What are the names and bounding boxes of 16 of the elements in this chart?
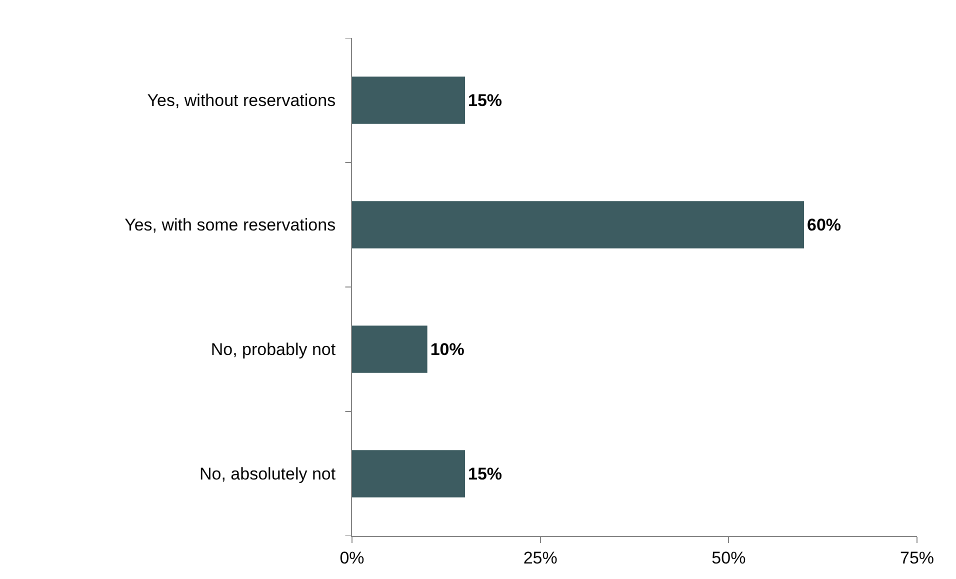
bar: [352, 326, 428, 373]
bar: [352, 76, 465, 124]
bar: [352, 450, 465, 498]
x-tick-label: 75%: [900, 548, 934, 568]
y-tick-label: No, absolutely not: [200, 464, 336, 484]
y-tick-label: Yes, without reservations: [147, 91, 336, 110]
data-label: 60%: [807, 215, 842, 234]
x-tick-label: 0%: [340, 548, 364, 568]
y-tick-label: No, probably not: [210, 340, 336, 360]
y-tick-label: Yes, with some reservations: [124, 216, 336, 235]
data-label: 15%: [468, 90, 502, 110]
data-label: 15%: [468, 464, 502, 484]
x-tick-label: 50%: [712, 548, 746, 568]
bar: [352, 201, 804, 248]
data-label: 10%: [430, 340, 464, 359]
x-tick-label: 25%: [523, 548, 558, 568]
